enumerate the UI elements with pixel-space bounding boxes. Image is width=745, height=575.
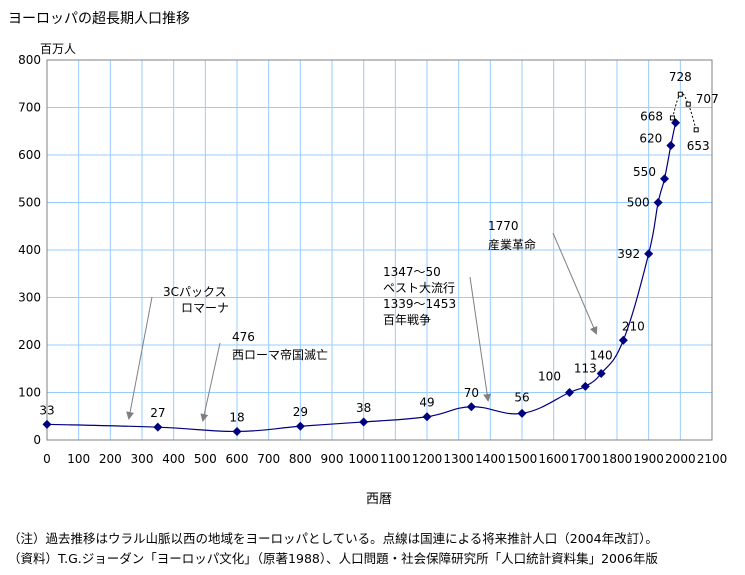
y-tick-label: 500	[18, 196, 41, 210]
projection-label: 653	[687, 139, 710, 153]
x-tick-label: 800	[289, 452, 312, 466]
plot-border	[46, 59, 713, 441]
data-point	[618, 335, 628, 345]
y-tick-label: 400	[18, 243, 41, 257]
annotation-industrial-2: 産業革命	[488, 238, 537, 252]
data-label: 550	[633, 165, 656, 179]
data-point	[596, 369, 606, 378]
x-tick-label: 200	[99, 452, 122, 466]
annotation-476-1: 476	[232, 330, 255, 344]
data-point	[295, 421, 305, 431]
annotation-industrial-1: 1770	[488, 219, 519, 233]
chart-title: ヨーロッパの超長期人口推移	[8, 11, 190, 27]
data-point	[466, 402, 476, 412]
data-point	[42, 419, 52, 429]
data-label: 500	[627, 196, 650, 210]
data-point	[660, 174, 669, 184]
x-tick-label: 1500	[507, 452, 538, 466]
y-tick-label: 100	[18, 386, 41, 400]
x-tick-label: 1200	[412, 452, 443, 466]
x-tick-label: 500	[194, 452, 217, 466]
annotation-plague-3: 1339～1453	[383, 297, 457, 311]
x-tick-label: 1000	[348, 452, 379, 466]
annotation-plague-1: 1347～50	[383, 265, 441, 279]
x-tick-label: 1100	[380, 452, 411, 466]
x-tick-label: 0	[43, 452, 51, 466]
x-axis-label: 西暦	[366, 492, 393, 507]
data-point	[565, 388, 574, 397]
projection-line	[671, 93, 697, 130]
projection-point	[693, 127, 699, 133]
data-label: 33	[39, 403, 54, 417]
annotation-arrow	[200, 342, 221, 422]
y-tick-label: 300	[18, 291, 41, 305]
y-tick-label: 200	[18, 338, 41, 352]
x-tick-label: 600	[226, 452, 249, 466]
data-point	[359, 417, 369, 427]
projection-label: 728	[669, 70, 692, 84]
data-label: 27	[150, 406, 165, 420]
data-label: 18	[229, 410, 244, 424]
data-label: 29	[293, 405, 308, 419]
annotation-arrow	[126, 296, 153, 420]
x-tick-label: 300	[131, 452, 154, 466]
data-point	[653, 198, 663, 207]
x-tick-label: 2100	[697, 452, 728, 466]
x-tick-label: 1400	[475, 452, 506, 466]
projection-point	[669, 115, 675, 121]
annotation-arrow	[469, 276, 492, 402]
data-label: 49	[419, 396, 434, 410]
y-axis-label: 百万人	[40, 42, 77, 56]
annotation-pax-2: ロマーナ	[181, 301, 230, 315]
projection-point	[685, 101, 691, 107]
data-label: 620	[639, 132, 662, 146]
annotation-pax-1: 3Cパックス	[163, 285, 227, 299]
x-tick-label: 1900	[633, 452, 664, 466]
x-tick-label: 1700	[570, 452, 601, 466]
y-tick-label: 800	[18, 53, 41, 67]
annotation-476-2: 西ローマ帝国滅亡	[232, 348, 329, 362]
x-tick-label: 1600	[538, 452, 569, 466]
data-point	[517, 408, 527, 418]
annotation-plague-4: 百年戦争	[383, 313, 432, 327]
projection-label: 707	[696, 92, 719, 106]
data-point	[666, 141, 676, 150]
x-tick-label: 2000	[665, 452, 696, 466]
data-point	[153, 422, 163, 432]
data-label: 56	[514, 390, 529, 404]
x-tick-label: 900	[321, 452, 344, 466]
projection-point	[677, 91, 683, 97]
x-tick-label: 100	[67, 452, 90, 466]
data-label: 210	[622, 319, 645, 333]
data-label: 38	[356, 401, 371, 415]
data-point	[644, 249, 654, 259]
data-label: 100	[538, 370, 561, 384]
y-tick-label: 0	[33, 433, 41, 447]
population-line	[46, 122, 677, 433]
data-label: 113	[574, 361, 597, 375]
source-text: （資料）T.G.ジョーダン「ヨーロッパ文化」（原著1988）、人口問題・社会保障…	[8, 551, 658, 566]
note-text: （注）過去推移はウラル山脈以西の地域をヨーロッパとしている。点線は国連による将来…	[8, 531, 658, 546]
annotation-plague-2: ペスト大流行	[383, 281, 456, 295]
x-tick-label: 700	[257, 452, 280, 466]
y-tick-label: 600	[18, 148, 41, 162]
data-label: 70	[464, 386, 479, 400]
x-tick-label: 1300	[443, 452, 474, 466]
data-label: 140	[590, 349, 613, 363]
data-point	[422, 412, 432, 422]
y-tick-label: 700	[18, 101, 41, 115]
x-tick-label: 400	[162, 452, 185, 466]
data-point	[232, 426, 242, 436]
x-tick-label: 1800	[602, 452, 633, 466]
data-label: 392	[617, 247, 640, 261]
annotation-arrow	[552, 232, 598, 335]
data-point	[580, 381, 590, 391]
data-label: 668	[640, 110, 663, 124]
